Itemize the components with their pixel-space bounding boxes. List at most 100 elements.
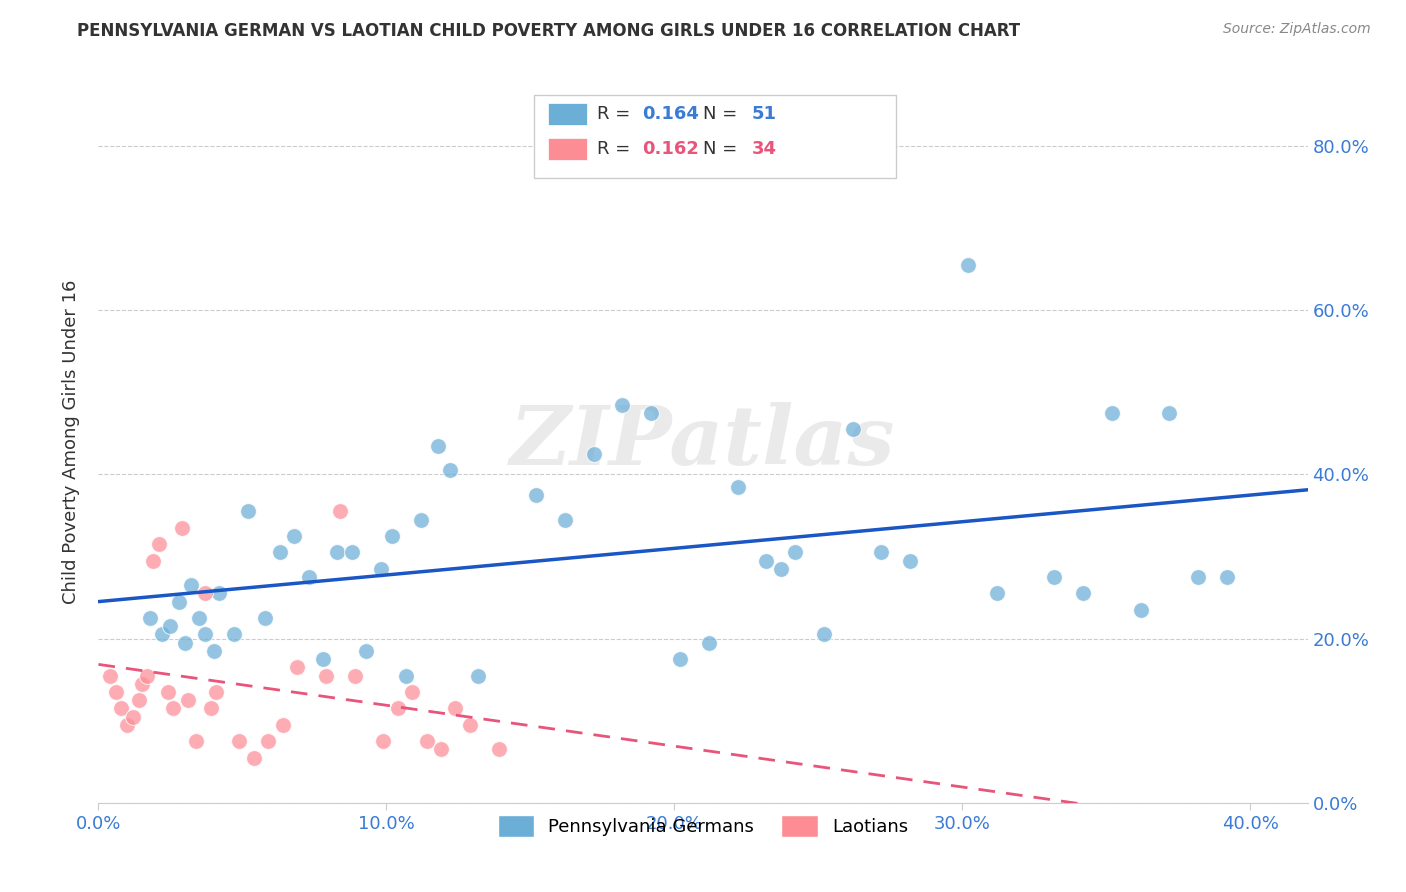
Point [640, 406, 662, 420]
Point [142, 553, 165, 567]
Point [128, 693, 150, 707]
Point [430, 742, 453, 756]
Bar [534, 95, 897, 178]
Point [956, 258, 979, 272]
Text: 34: 34 [751, 140, 776, 158]
Point [769, 562, 792, 576]
Point [159, 619, 181, 633]
Point [173, 636, 195, 650]
Point [427, 439, 450, 453]
Point [373, 734, 395, 748]
Point [312, 652, 335, 666]
Point [409, 512, 432, 526]
Text: N =: N = [703, 140, 742, 158]
Point [167, 594, 190, 608]
Point [271, 718, 294, 732]
Point [841, 422, 863, 436]
Text: 0.164: 0.164 [643, 105, 699, 123]
Point [200, 701, 222, 715]
Point [162, 701, 184, 715]
Point [1129, 603, 1152, 617]
Point [115, 718, 138, 732]
Point [148, 537, 170, 551]
Point [612, 398, 634, 412]
Point [98, 668, 121, 682]
Y-axis label: Child Poverty Among Girls Under 16: Child Poverty Among Girls Under 16 [62, 279, 80, 604]
Point [727, 480, 749, 494]
Point [180, 578, 202, 592]
Point [222, 627, 245, 641]
Point [150, 627, 173, 641]
Point [326, 545, 349, 559]
Point [156, 685, 179, 699]
Point [870, 545, 893, 559]
Point [188, 611, 211, 625]
Point [458, 718, 481, 732]
Point [285, 660, 308, 674]
Text: 51: 51 [751, 105, 776, 123]
Text: PENNSYLVANIA GERMAN VS LAOTIAN CHILD POVERTY AMONG GIRLS UNDER 16 CORRELATION CH: PENNSYLVANIA GERMAN VS LAOTIAN CHILD POV… [77, 22, 1021, 40]
Point [813, 627, 835, 641]
Point [467, 668, 489, 682]
Text: R =: R = [596, 140, 636, 158]
Point [1216, 570, 1239, 584]
Point [122, 709, 145, 723]
Text: N =: N = [703, 105, 742, 123]
Point [176, 693, 198, 707]
Legend: Pennsylvania Germans, Laotians: Pennsylvania Germans, Laotians [491, 808, 915, 845]
Point [340, 545, 363, 559]
Point [669, 652, 692, 666]
Point [139, 611, 162, 625]
Point [104, 685, 127, 699]
Point [898, 553, 921, 567]
Point [1043, 570, 1066, 584]
Text: 0.162: 0.162 [643, 140, 699, 158]
Bar [548, 103, 586, 125]
Point [697, 636, 720, 650]
Point [208, 586, 231, 600]
Point [554, 512, 576, 526]
Text: R =: R = [596, 105, 636, 123]
Point [395, 668, 418, 682]
Point [283, 529, 305, 543]
Text: Source: ZipAtlas.com: Source: ZipAtlas.com [1223, 22, 1371, 37]
Point [387, 701, 409, 715]
Point [1101, 406, 1123, 420]
Point [194, 627, 217, 641]
Point [131, 677, 153, 691]
Bar [548, 138, 586, 160]
Point [269, 545, 291, 559]
Point [582, 447, 605, 461]
Point [343, 668, 366, 682]
Point [785, 545, 807, 559]
Point [228, 734, 250, 748]
Point [488, 742, 510, 756]
Point [236, 504, 259, 518]
Point [170, 521, 193, 535]
Point [439, 463, 461, 477]
Point [205, 685, 228, 699]
Point [755, 553, 778, 567]
Text: ZIPatlas: ZIPatlas [510, 401, 896, 482]
Point [243, 750, 266, 764]
Point [986, 586, 1008, 600]
Point [297, 570, 319, 584]
Point [1187, 570, 1209, 584]
Point [381, 529, 404, 543]
Point [136, 668, 159, 682]
Point [524, 488, 547, 502]
Point [186, 734, 208, 748]
Point [315, 668, 337, 682]
Point [194, 586, 217, 600]
Point [329, 504, 352, 518]
Point [370, 562, 392, 576]
Point [257, 734, 280, 748]
Point [254, 611, 277, 625]
Point [110, 701, 132, 715]
Point [354, 644, 377, 658]
Point [401, 685, 423, 699]
Point [444, 701, 467, 715]
Point [415, 734, 437, 748]
Point [1071, 586, 1094, 600]
Point [202, 644, 225, 658]
